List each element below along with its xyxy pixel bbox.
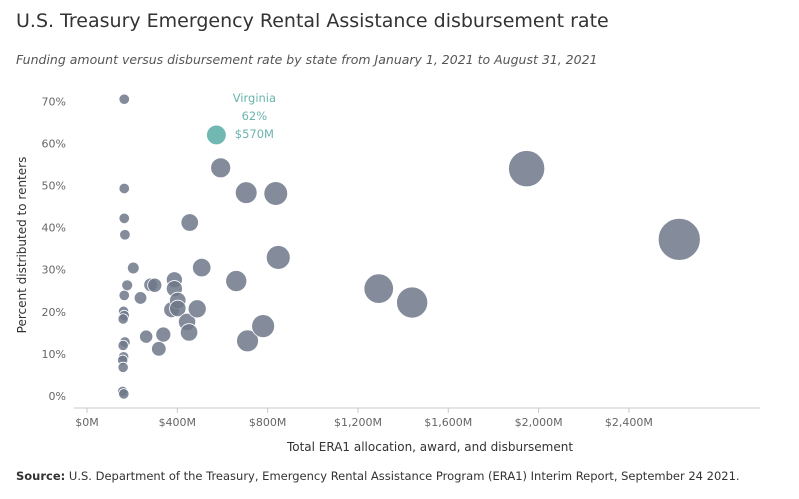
data-point — [169, 299, 187, 318]
data-point — [118, 93, 130, 105]
data-point — [225, 270, 248, 293]
data-point — [147, 277, 163, 293]
y-axis-ticks: 0% 10% 20% 30% 40% 50% 60% 70% — [42, 95, 66, 403]
y-tick-label: 30% — [42, 264, 66, 277]
x-tick-label: $1,200M — [334, 416, 382, 429]
data-point — [251, 314, 276, 338]
data-point — [180, 213, 199, 232]
data-point — [133, 291, 148, 305]
point-annotation-label: Virginia — [233, 91, 276, 105]
data-point — [118, 212, 130, 225]
data-point — [121, 279, 134, 292]
data-point — [265, 245, 291, 270]
data-point — [117, 361, 129, 373]
point-annotation-label: 62% — [242, 109, 268, 123]
data-point — [396, 286, 429, 319]
x-axis-ticks: $0M $400M $800M $1,200M $1,600M $2,000M $2,400… — [75, 408, 653, 429]
x-tick-label: $800M — [249, 416, 287, 429]
y-tick-label: 50% — [42, 180, 66, 193]
x-axis-title: Total ERA1 allocation, award, and disbur… — [286, 440, 573, 454]
y-tick-label: 20% — [42, 306, 66, 319]
data-point — [192, 257, 212, 278]
point-annotation-label: $570M — [235, 127, 274, 141]
annotations: Virginia 62% $570M — [233, 91, 276, 141]
data-point — [118, 289, 130, 302]
data-point — [187, 299, 207, 319]
data-point — [119, 229, 131, 241]
y-tick-label: 40% — [42, 222, 66, 235]
data-point — [179, 323, 199, 342]
data-point — [118, 388, 130, 400]
chart-title: U.S. Treasury Emergency Rental Assistanc… — [16, 10, 609, 32]
data-point — [657, 217, 701, 261]
y-tick-label: 70% — [42, 95, 66, 108]
highlighted-data-point — [206, 124, 227, 146]
source-text: U.S. Department of the Treasury, Emergen… — [65, 469, 740, 483]
data-point — [363, 273, 394, 304]
data-point — [263, 181, 289, 206]
y-axis-title: Percent distributed to renters — [15, 157, 29, 334]
data-point — [508, 150, 546, 188]
y-tick-label: 10% — [42, 348, 66, 361]
data-point — [127, 261, 140, 275]
data-point — [236, 329, 259, 353]
source-footer: Source: U.S. Department of the Treasury,… — [16, 469, 740, 483]
data-point — [155, 326, 172, 343]
x-tick-label: $2,400M — [605, 416, 653, 429]
data-point — [117, 313, 129, 325]
data-point — [210, 157, 232, 179]
data-point — [151, 341, 167, 357]
y-tick-label: 0% — [49, 390, 66, 403]
data-points — [117, 93, 701, 400]
data-point — [234, 181, 258, 204]
chart-subtitle: Funding amount versus disbursement rate … — [16, 52, 598, 67]
source-label: Source: — [16, 469, 66, 483]
x-tick-label: $0M — [75, 416, 99, 429]
x-tick-label: $1,600M — [424, 416, 472, 429]
x-tick-label: $400M — [159, 416, 197, 429]
x-tick-label: $2,000M — [515, 416, 563, 429]
data-point — [139, 329, 154, 344]
data-point — [117, 339, 129, 352]
data-point — [118, 182, 130, 195]
y-tick-label: 60% — [42, 137, 66, 150]
